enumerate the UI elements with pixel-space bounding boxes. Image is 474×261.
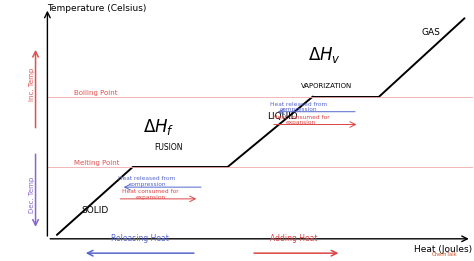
Text: Heat released from
compression: Heat released from compression xyxy=(118,176,175,187)
Text: FUSION: FUSION xyxy=(154,143,182,152)
Text: VAPORIZATION: VAPORIZATION xyxy=(301,83,353,89)
Text: LIQUID: LIQUID xyxy=(267,112,297,121)
Text: Melting Point: Melting Point xyxy=(74,160,120,166)
Text: Releasing Heat: Releasing Heat xyxy=(111,234,169,243)
Text: Heat consumed for
expansion: Heat consumed for expansion xyxy=(273,115,329,126)
Text: $\Delta H_v$: $\Delta H_v$ xyxy=(308,45,341,65)
Text: Heat (Joules): Heat (Joules) xyxy=(413,245,472,254)
Text: Heat consumed for
expansion: Heat consumed for expansion xyxy=(122,189,179,200)
Text: Temperature (Celsius): Temperature (Celsius) xyxy=(47,4,147,13)
Text: GAS: GAS xyxy=(422,28,441,37)
Text: SOLID: SOLID xyxy=(81,206,109,215)
Text: Inc. Temp: Inc. Temp xyxy=(29,68,35,102)
Text: Heat released from
compression: Heat released from compression xyxy=(270,102,327,112)
Text: Dec. Temp: Dec. Temp xyxy=(29,176,35,212)
Text: $\Delta H_f$: $\Delta H_f$ xyxy=(143,117,174,137)
Text: Adding Heat: Adding Heat xyxy=(270,234,318,243)
Text: Boiling Point: Boiling Point xyxy=(74,90,118,96)
Text: ChemTalk: ChemTalk xyxy=(432,252,457,257)
